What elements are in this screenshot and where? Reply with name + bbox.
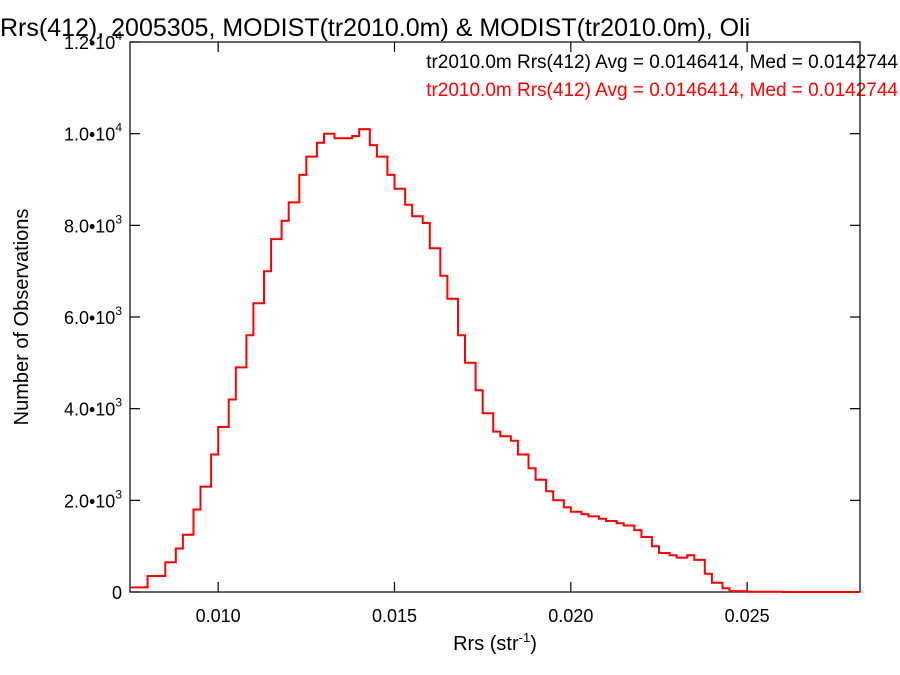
x-axis-title: Rrs (str-1) [453, 630, 537, 655]
x-tick-label: 0.010 [196, 606, 241, 626]
y-tick-label: 6.0•103 [64, 304, 122, 328]
x-axis-ticks: 0.010 0.015 0.020 0.025 [196, 42, 770, 626]
x-tick-label: 0.020 [548, 606, 593, 626]
legend-entry-black: tr2010.0m Rrs(412) Avg = 0.0146414, Med … [426, 52, 898, 73]
legend: tr2010.0m Rrs(412) Avg = 0.0146414, Med … [426, 52, 898, 101]
plot-frame [129, 41, 861, 593]
x-axis-title-sup: -1 [519, 630, 531, 645]
y-tick-label: 2.0•103 [64, 487, 122, 511]
y-tick-label: 1.2•104 [64, 29, 122, 53]
y-tick-label: 8.0•103 [64, 212, 122, 236]
y-tick-label: 0 [112, 583, 122, 603]
x-tick-label: 0.025 [725, 606, 770, 626]
series-line-red [130, 128, 860, 593]
y-tick-label: 4.0•103 [64, 396, 122, 420]
legend-entry-red: tr2010.0m Rrs(412) Avg = 0.0146414, Med … [426, 80, 898, 101]
y-axis-title: Number of Observations [11, 209, 33, 426]
y-tick-label: 1.0•104 [64, 121, 122, 145]
chart-title: Rrs(412), 2005305, MODIST(tr2010.0m) & M… [0, 14, 750, 42]
x-tick-label: 0.015 [372, 606, 417, 626]
y-axis-ticks: 0 2.0•103 4.0•103 6.0•103 8.0•103 1.0•104 1.2•… [64, 29, 860, 603]
